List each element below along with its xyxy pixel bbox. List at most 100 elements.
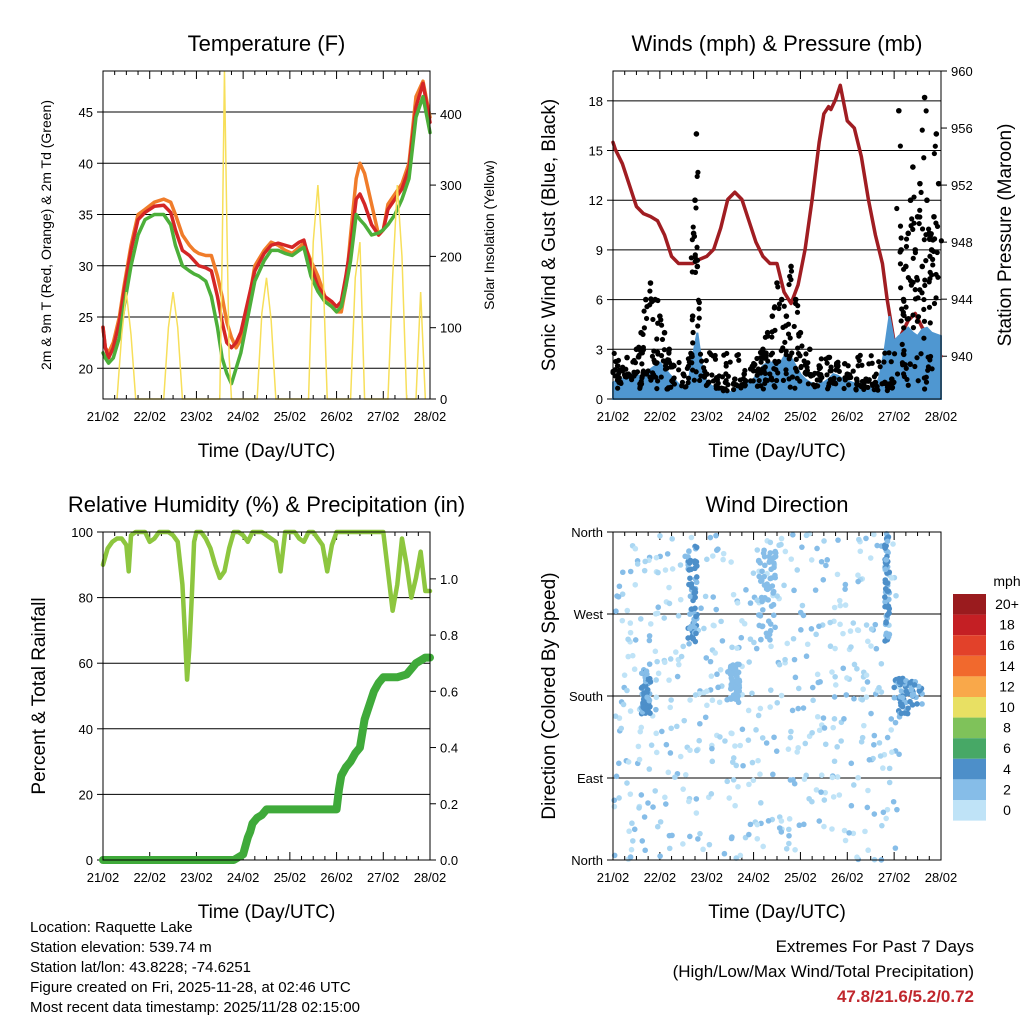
gust-point [795, 350, 802, 357]
direction-point [907, 679, 913, 686]
9m-t-line [101, 79, 432, 355]
gust-point [833, 381, 839, 387]
gust-point [712, 352, 718, 359]
gust-point [917, 207, 923, 213]
direction-point [713, 532, 719, 539]
direction-panel: Wind Direction Time (Day/UTC) Direction (C… [539, 492, 1021, 923]
gust-point [758, 359, 764, 365]
station-location: Location: Raquette Lake [30, 919, 193, 936]
direction-point [621, 672, 628, 678]
gust-point [647, 374, 653, 380]
direction-point [795, 744, 802, 751]
gust-point [923, 379, 930, 385]
direction-point [720, 550, 727, 557]
direction-point [669, 536, 675, 542]
gust-point [654, 385, 660, 392]
gust-point [775, 284, 781, 290]
y-tick-label: 45 [79, 105, 93, 120]
gust-point [772, 327, 778, 333]
winds-frame [612, 70, 942, 400]
direction-point [809, 684, 816, 691]
x-tick-label: 23/02 [690, 870, 723, 885]
direction-point [657, 819, 664, 825]
direction-point [693, 574, 700, 580]
direction-point [829, 826, 835, 832]
direction-point [860, 686, 866, 693]
gust-point [754, 372, 760, 378]
direction-point [624, 780, 630, 786]
gust-point [919, 263, 926, 270]
direction-point [776, 542, 782, 549]
direction-point [702, 714, 709, 721]
rh-line [100, 529, 433, 682]
gust-point [765, 358, 771, 364]
direction-point [680, 643, 687, 650]
direction-point [809, 729, 815, 736]
direction-point [884, 734, 891, 741]
gust-point [868, 353, 874, 359]
station-elevation: Station elevation: 539.74 m [30, 939, 212, 956]
x-tick-label: 27/02 [367, 870, 400, 885]
direction-frame [612, 531, 942, 861]
gust-point [866, 361, 872, 367]
direction-point [821, 823, 827, 830]
gust-point [615, 385, 621, 391]
direction-point [776, 661, 783, 668]
direction-point [792, 674, 799, 681]
direction-point [677, 753, 684, 760]
direction-point [841, 827, 848, 834]
direction-point [729, 759, 736, 765]
y-tick-label: East [577, 771, 603, 786]
direction-point [709, 697, 716, 704]
gust-point [769, 350, 776, 356]
direction-point [882, 566, 889, 573]
gust-point [631, 369, 637, 375]
gust-point [855, 354, 861, 360]
direction-point [733, 762, 740, 769]
gust-point [921, 155, 927, 161]
direction-point [708, 791, 715, 797]
gust-point [671, 381, 678, 387]
direction-point [713, 606, 720, 613]
x-tick-label: 25/02 [784, 409, 817, 424]
direction-point [778, 535, 785, 542]
gust-point [796, 333, 802, 339]
gust-point [730, 381, 736, 387]
direction-point [783, 845, 790, 852]
y2-tick-label: 948 [951, 235, 973, 250]
gust-point [816, 366, 822, 372]
gust-point [923, 258, 929, 264]
direction-point [841, 716, 847, 722]
direction-point [686, 641, 692, 647]
gust-point [933, 131, 940, 137]
direction-point [784, 640, 791, 647]
gust-point [877, 364, 883, 370]
direction-point [627, 620, 634, 626]
direction-point [747, 600, 754, 606]
direction-point [827, 643, 834, 650]
direction-point [629, 820, 635, 827]
gust-point [727, 359, 733, 365]
direction-point [809, 798, 815, 805]
direction-point [712, 650, 719, 656]
direction-point [727, 671, 734, 678]
y2-tick-label: 956 [951, 121, 973, 136]
x-tick-label: 26/02 [320, 870, 353, 885]
extremes-box: Extremes For Past 7 Days (High/Low/Max W… [673, 934, 974, 1009]
direction-point [627, 708, 634, 714]
direction-point [767, 539, 774, 546]
direction-point [716, 699, 723, 706]
direction-point [680, 841, 686, 847]
direction-point [680, 786, 686, 792]
direction-point [772, 624, 778, 631]
legend-swatch [953, 655, 986, 677]
gust-point [762, 377, 769, 383]
gust-point [787, 335, 793, 341]
direction-point [765, 597, 771, 603]
direction-point [871, 811, 878, 817]
x-tick-label: 25/02 [274, 870, 307, 885]
direction-point [892, 719, 899, 726]
gust-point [921, 318, 928, 324]
direction-point [749, 759, 756, 766]
gust-point [890, 380, 896, 386]
